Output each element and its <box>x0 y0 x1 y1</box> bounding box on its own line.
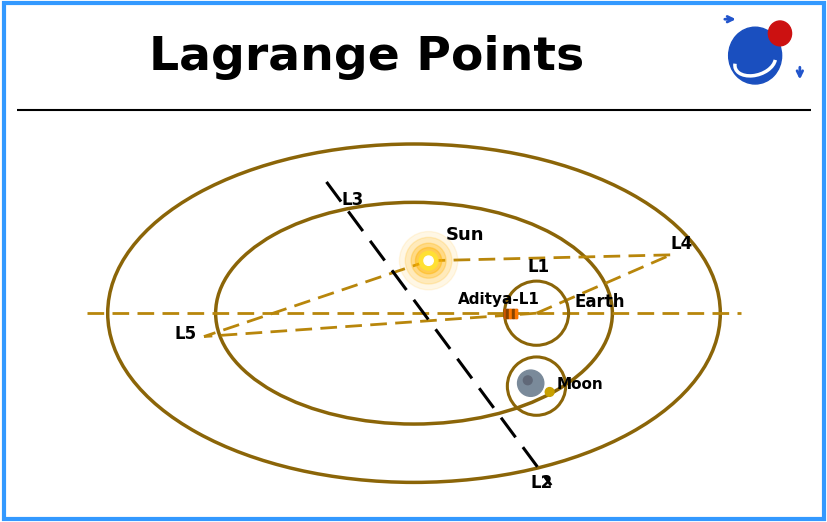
Bar <box>511 309 514 317</box>
Bar <box>514 309 516 317</box>
Text: L2: L2 <box>530 474 552 492</box>
Circle shape <box>767 21 791 46</box>
Circle shape <box>517 370 543 396</box>
Text: Earth: Earth <box>574 293 624 311</box>
Text: Moon: Moon <box>557 377 603 392</box>
Circle shape <box>545 387 553 396</box>
Text: Aditya-L1: Aditya-L1 <box>457 292 539 307</box>
Bar <box>505 309 508 317</box>
Circle shape <box>523 376 532 385</box>
Circle shape <box>728 27 781 84</box>
Circle shape <box>415 247 441 274</box>
Bar <box>504 309 516 317</box>
Circle shape <box>404 238 452 284</box>
Text: L3: L3 <box>341 191 363 209</box>
Circle shape <box>418 252 437 270</box>
Circle shape <box>399 232 457 290</box>
Text: L1: L1 <box>527 258 549 276</box>
Text: Sun: Sun <box>446 226 484 244</box>
Circle shape <box>423 256 433 265</box>
Circle shape <box>410 243 446 278</box>
Text: L5: L5 <box>174 325 197 343</box>
Text: Lagrange Points: Lagrange Points <box>149 35 583 80</box>
Bar <box>508 309 510 317</box>
Text: L4: L4 <box>670 235 692 253</box>
